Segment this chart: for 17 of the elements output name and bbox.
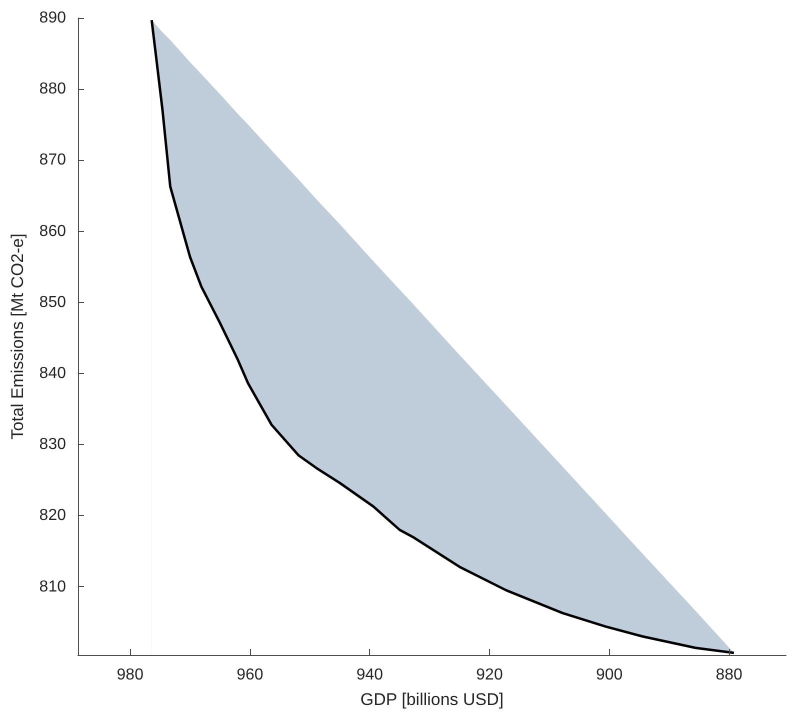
x-axis-title: GDP [billions USD]	[360, 690, 504, 709]
y-tick-label: 860	[39, 222, 66, 240]
y-tick-label: 810	[39, 578, 66, 596]
x-tick-label: 900	[596, 666, 623, 684]
x-tick-label: 920	[476, 666, 503, 684]
y-tick-label: 880	[39, 80, 66, 98]
x-tick-label: 940	[356, 666, 384, 684]
y-tick-label: 890	[39, 10, 66, 26]
y-axis-title: Total Emissions [Mt CO2-e]	[8, 234, 27, 440]
y-tick-label: 850	[39, 294, 66, 311]
y-tick-label: 840	[39, 364, 66, 382]
y-tick-label: 830	[39, 436, 66, 454]
x-tick-label: 980	[116, 666, 144, 684]
x-tick-label: 880	[716, 666, 743, 684]
y-tick-label: 870	[39, 152, 66, 169]
y-tick-label: 820	[39, 507, 66, 524]
x-tick-label: 960	[236, 666, 264, 684]
